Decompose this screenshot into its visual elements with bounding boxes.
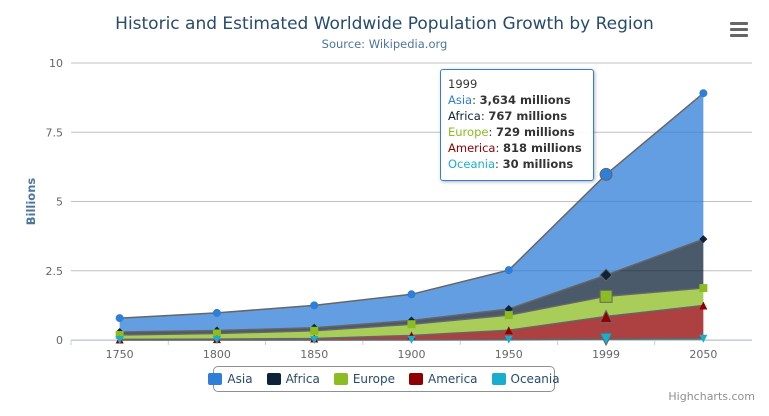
marker-oceania — [115, 335, 124, 344]
legend-item-africa[interactable]: Africa — [266, 372, 320, 386]
x-tick-label: 1800 — [203, 348, 231, 361]
y-tick-label: 5 — [56, 196, 63, 209]
tooltip-series-name: Oceania — [448, 157, 496, 171]
tooltip-row: Europe: 729 millions — [448, 125, 575, 139]
tooltip-row: America: 818 millions — [448, 141, 582, 155]
marker-oceania — [212, 335, 221, 344]
areas — [119, 92, 704, 341]
marker-europe — [115, 330, 124, 339]
marker-asia — [407, 290, 416, 299]
tooltip-series-name: Africa — [448, 109, 481, 123]
marker-oceania — [599, 332, 613, 347]
legend-label: America — [428, 372, 478, 386]
marker-europe — [212, 329, 221, 338]
marker-europe — [599, 289, 613, 303]
legend-label: Asia — [227, 372, 253, 386]
marker-africa — [504, 304, 513, 313]
chart-title: Historic and Estimated Worldwide Populat… — [115, 14, 654, 34]
marker-africa — [599, 268, 613, 282]
legend-symbol — [409, 373, 424, 385]
credits-link[interactable]: Highcharts.com — [668, 390, 755, 403]
y-tick-label: 7.5 — [46, 126, 64, 139]
marker-europe — [310, 326, 319, 335]
legend-symbol — [266, 373, 281, 385]
marker-oceania — [699, 334, 708, 343]
marker-asia — [115, 314, 124, 323]
x-tick-label: 1750 — [106, 348, 134, 361]
legend-symbol — [208, 373, 223, 385]
area-america — [119, 305, 704, 340]
tooltip: 1999 Asia: 3,634 millions Africa: 767 mil… — [440, 69, 594, 181]
tooltip-series-name: America — [448, 141, 496, 155]
marker-america — [504, 326, 513, 335]
marker-asia — [599, 167, 613, 181]
legend-item-europe[interactable]: Europe — [333, 372, 396, 386]
legend-item-america[interactable]: America — [409, 372, 478, 386]
marker-africa — [699, 235, 708, 244]
marker-europe — [407, 320, 416, 329]
marker-oceania — [407, 335, 416, 344]
legend-item-asia[interactable]: Asia — [208, 372, 253, 386]
marker-oceania — [504, 335, 513, 344]
legend-symbol — [491, 373, 506, 385]
marker-europe — [504, 311, 513, 320]
legend-label: Africa — [285, 372, 320, 386]
area-asia — [119, 93, 704, 332]
tooltip-row: Asia: 3,634 millions — [448, 93, 571, 107]
y-axis-title: Billions — [24, 178, 38, 226]
marker-europe — [699, 284, 708, 293]
tooltip-value: 818 millions — [502, 141, 582, 155]
tooltip-value: 767 millions — [488, 109, 568, 123]
y-tick-label: 10 — [49, 57, 63, 70]
legend-label: Oceania — [510, 372, 560, 386]
tooltip-value: 30 millions — [502, 157, 574, 171]
legend: Asia Africa Europe America Oceania — [208, 366, 560, 392]
legend-symbol — [333, 373, 348, 385]
y-tick-label: 0 — [56, 334, 63, 347]
marker-asia — [310, 301, 319, 310]
hamburger-menu-icon[interactable] — [730, 22, 748, 38]
marker-asia — [699, 89, 708, 98]
x-tick-label: 2050 — [689, 348, 717, 361]
legend-item-oceania[interactable]: Oceania — [491, 372, 560, 386]
x-tick-label: 1999 — [592, 348, 620, 361]
x-tick-label: 1850 — [300, 348, 328, 361]
tooltip-row: Africa: 767 millions — [448, 109, 568, 123]
x-tick-label: 1950 — [495, 348, 523, 361]
marker-america — [699, 301, 708, 310]
marker-asia — [212, 308, 221, 317]
tooltip-value: 729 millions — [495, 125, 575, 139]
legend-label: Europe — [352, 372, 396, 386]
tooltip-header: 1999 — [448, 77, 478, 91]
tooltip-series-name: Asia — [448, 93, 473, 107]
chart-subtitle: Source: Wikipedia.org — [321, 37, 448, 51]
marker-asia — [504, 266, 513, 275]
x-tick-label: 1900 — [398, 348, 426, 361]
y-tick-label: 2.5 — [46, 265, 64, 278]
area-africa — [119, 239, 704, 335]
tooltip-series-name: Europe — [448, 125, 489, 139]
marker-oceania — [310, 335, 319, 344]
marker-america — [599, 309, 613, 324]
tooltip-value: 3,634 millions — [479, 93, 571, 107]
tooltip-row: Oceania: 30 millions — [448, 157, 574, 171]
